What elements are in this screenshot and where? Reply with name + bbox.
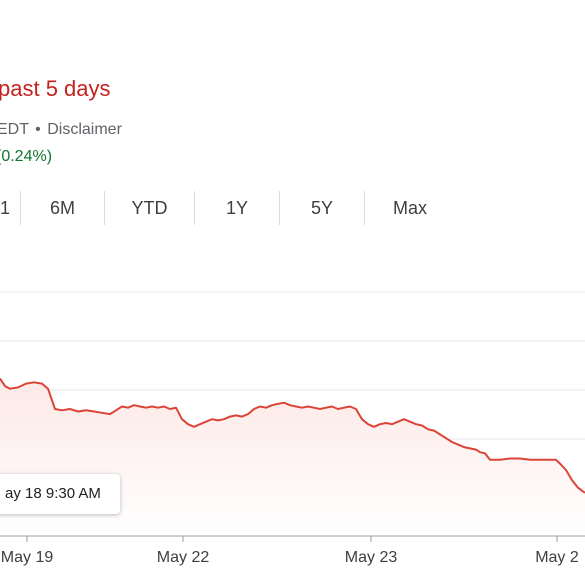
tab-range-partial[interactable]: 1 xyxy=(0,198,10,218)
x-tick-label: May 23 xyxy=(345,549,398,566)
disclaimer-link[interactable]: Disclaimer xyxy=(47,121,122,138)
timezone-text: EDT xyxy=(0,121,29,138)
price-change-title: past 5 days xyxy=(0,76,111,102)
percent-change-prefix: ( xyxy=(0,148,1,165)
separator-dot: • xyxy=(35,121,41,138)
change-title-text: past 5 days xyxy=(0,76,111,101)
tab-max[interactable]: Max xyxy=(392,198,427,218)
percent-change: (0.24%) xyxy=(0,148,52,166)
tab-6m[interactable]: 6M xyxy=(49,198,75,218)
range-tabs: 1 6M YTD 1Y 5Y Max xyxy=(0,188,455,228)
x-tick-label: May 2 xyxy=(535,549,579,566)
tab-ytd[interactable]: YTD xyxy=(131,198,168,218)
tab-5y[interactable]: 5Y xyxy=(310,198,334,218)
chart-price-line xyxy=(0,377,585,494)
x-tick-label: May 19 xyxy=(1,549,54,566)
x-tick-label: May 22 xyxy=(157,549,210,566)
tab-divider xyxy=(364,191,365,225)
tab-1y[interactable]: 1Y xyxy=(225,198,249,218)
hover-tooltip: ay 18 9:30 AM xyxy=(0,474,120,514)
tab-divider xyxy=(279,191,280,225)
tab-divider xyxy=(20,191,21,225)
price-chart[interactable]: May 19 May 22 May 23 May 2 xyxy=(0,270,585,585)
meta-line: EDT • Disclaimer xyxy=(0,121,122,139)
chart-area-fill xyxy=(0,378,585,536)
tab-divider xyxy=(194,191,195,225)
tab-divider xyxy=(104,191,105,225)
x-axis-ticks: May 19 May 22 May 23 May 2 xyxy=(1,536,579,566)
percent-change-value: 0.24%) xyxy=(1,148,53,165)
tooltip-datetime: ay 18 9:30 AM xyxy=(5,485,101,502)
